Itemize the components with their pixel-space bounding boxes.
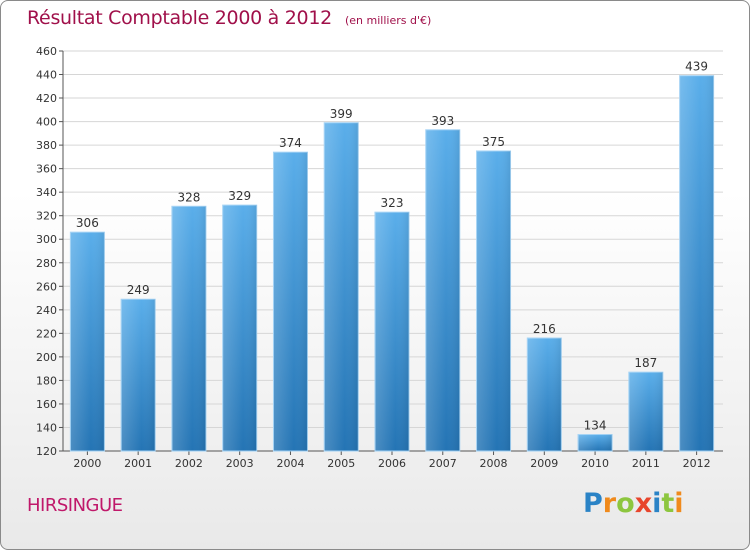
y-tick-label: 120 [36, 445, 57, 458]
x-tick-label: 2001 [124, 457, 152, 470]
y-tick-label: 160 [36, 398, 57, 411]
logo-letter: t [661, 488, 675, 519]
labels: 120 140 160 180 200 220 240 260 280 300 320 340 360 3… [36, 45, 711, 470]
y-tick-label: 440 [36, 69, 57, 82]
y-tick-label: 280 [36, 257, 57, 270]
y-tick-label: 300 [36, 233, 57, 246]
y-tick-label: 400 [36, 116, 57, 129]
bar-value-label: 375 [482, 135, 505, 149]
bar-value-label: 328 [177, 190, 200, 204]
y-tick-label: 180 [36, 374, 57, 387]
bar-value-label: 374 [279, 136, 302, 150]
y-tick-label: 200 [36, 351, 57, 364]
bar-shade [527, 338, 562, 451]
y-tick-label: 380 [36, 139, 57, 152]
logo-letter: P [583, 488, 603, 519]
bars [69, 75, 715, 452]
bar-value-label: 323 [381, 196, 404, 210]
x-tick-label: 2002 [175, 457, 203, 470]
chart-subtitle: (en milliers d'€) [344, 14, 432, 27]
bar-value-label: 249 [127, 283, 150, 297]
bar-value-label: 216 [533, 322, 556, 336]
y-tick-label: 220 [36, 327, 57, 340]
x-tick-label: 2009 [530, 457, 558, 470]
bar-value-label: 393 [431, 114, 454, 128]
commune-name: HIRSINGUE [27, 495, 123, 516]
x-tick-label: 2006 [378, 457, 406, 470]
bar-value-label: 134 [584, 419, 607, 433]
x-tick-label: 2000 [73, 457, 101, 470]
proxiti-logo[interactable]: Proxiti [583, 488, 684, 519]
title-row: Résultat Comptable 2000 à 2012 (en milli… [27, 7, 431, 29]
bar-value-label: 306 [76, 216, 99, 230]
logo-letter: o [616, 488, 635, 519]
y-tick-label: 420 [36, 92, 57, 105]
x-tick-label: 2008 [480, 457, 508, 470]
logo-letter: i [652, 488, 662, 519]
bar-value-label: 187 [634, 356, 657, 370]
x-tick-label: 2012 [683, 457, 711, 470]
bar-shade [425, 129, 460, 451]
y-tick-label: 140 [36, 421, 57, 434]
x-tick-label: 2007 [429, 457, 457, 470]
x-tick-label: 2004 [276, 457, 304, 470]
y-tick-label: 320 [36, 210, 57, 223]
bar-shade [578, 434, 613, 451]
bar-shade [171, 206, 206, 451]
bar-shade [375, 212, 409, 451]
logo-letter: i [674, 488, 684, 519]
bar-shade [273, 152, 308, 452]
bar-shade [628, 372, 663, 451]
bar-shade [324, 122, 359, 451]
y-tick-label: 340 [36, 186, 57, 199]
bar-shade [121, 299, 156, 451]
chart-title: Résultat Comptable 2000 à 2012 [27, 7, 332, 29]
y-tick-label: 360 [36, 163, 57, 176]
x-tick-label: 2010 [581, 457, 609, 470]
y-tick-label: 460 [36, 45, 57, 58]
bar-value-label: 439 [685, 60, 708, 74]
y-tick-label: 260 [36, 280, 57, 293]
y-tick-label: 240 [36, 304, 57, 317]
bar-value-label: 329 [228, 189, 251, 203]
logo-letter: x [634, 488, 653, 519]
x-tick-label: 2011 [632, 457, 660, 470]
logo-letter: r [602, 488, 617, 519]
bar-value-label: 399 [330, 107, 353, 121]
bar-shade [476, 151, 511, 451]
bar-shade [222, 205, 257, 451]
bar-shade [679, 75, 714, 452]
x-tick-label: 2005 [327, 457, 355, 470]
bar-shade [70, 232, 105, 451]
x-tick-label: 2003 [226, 457, 254, 470]
